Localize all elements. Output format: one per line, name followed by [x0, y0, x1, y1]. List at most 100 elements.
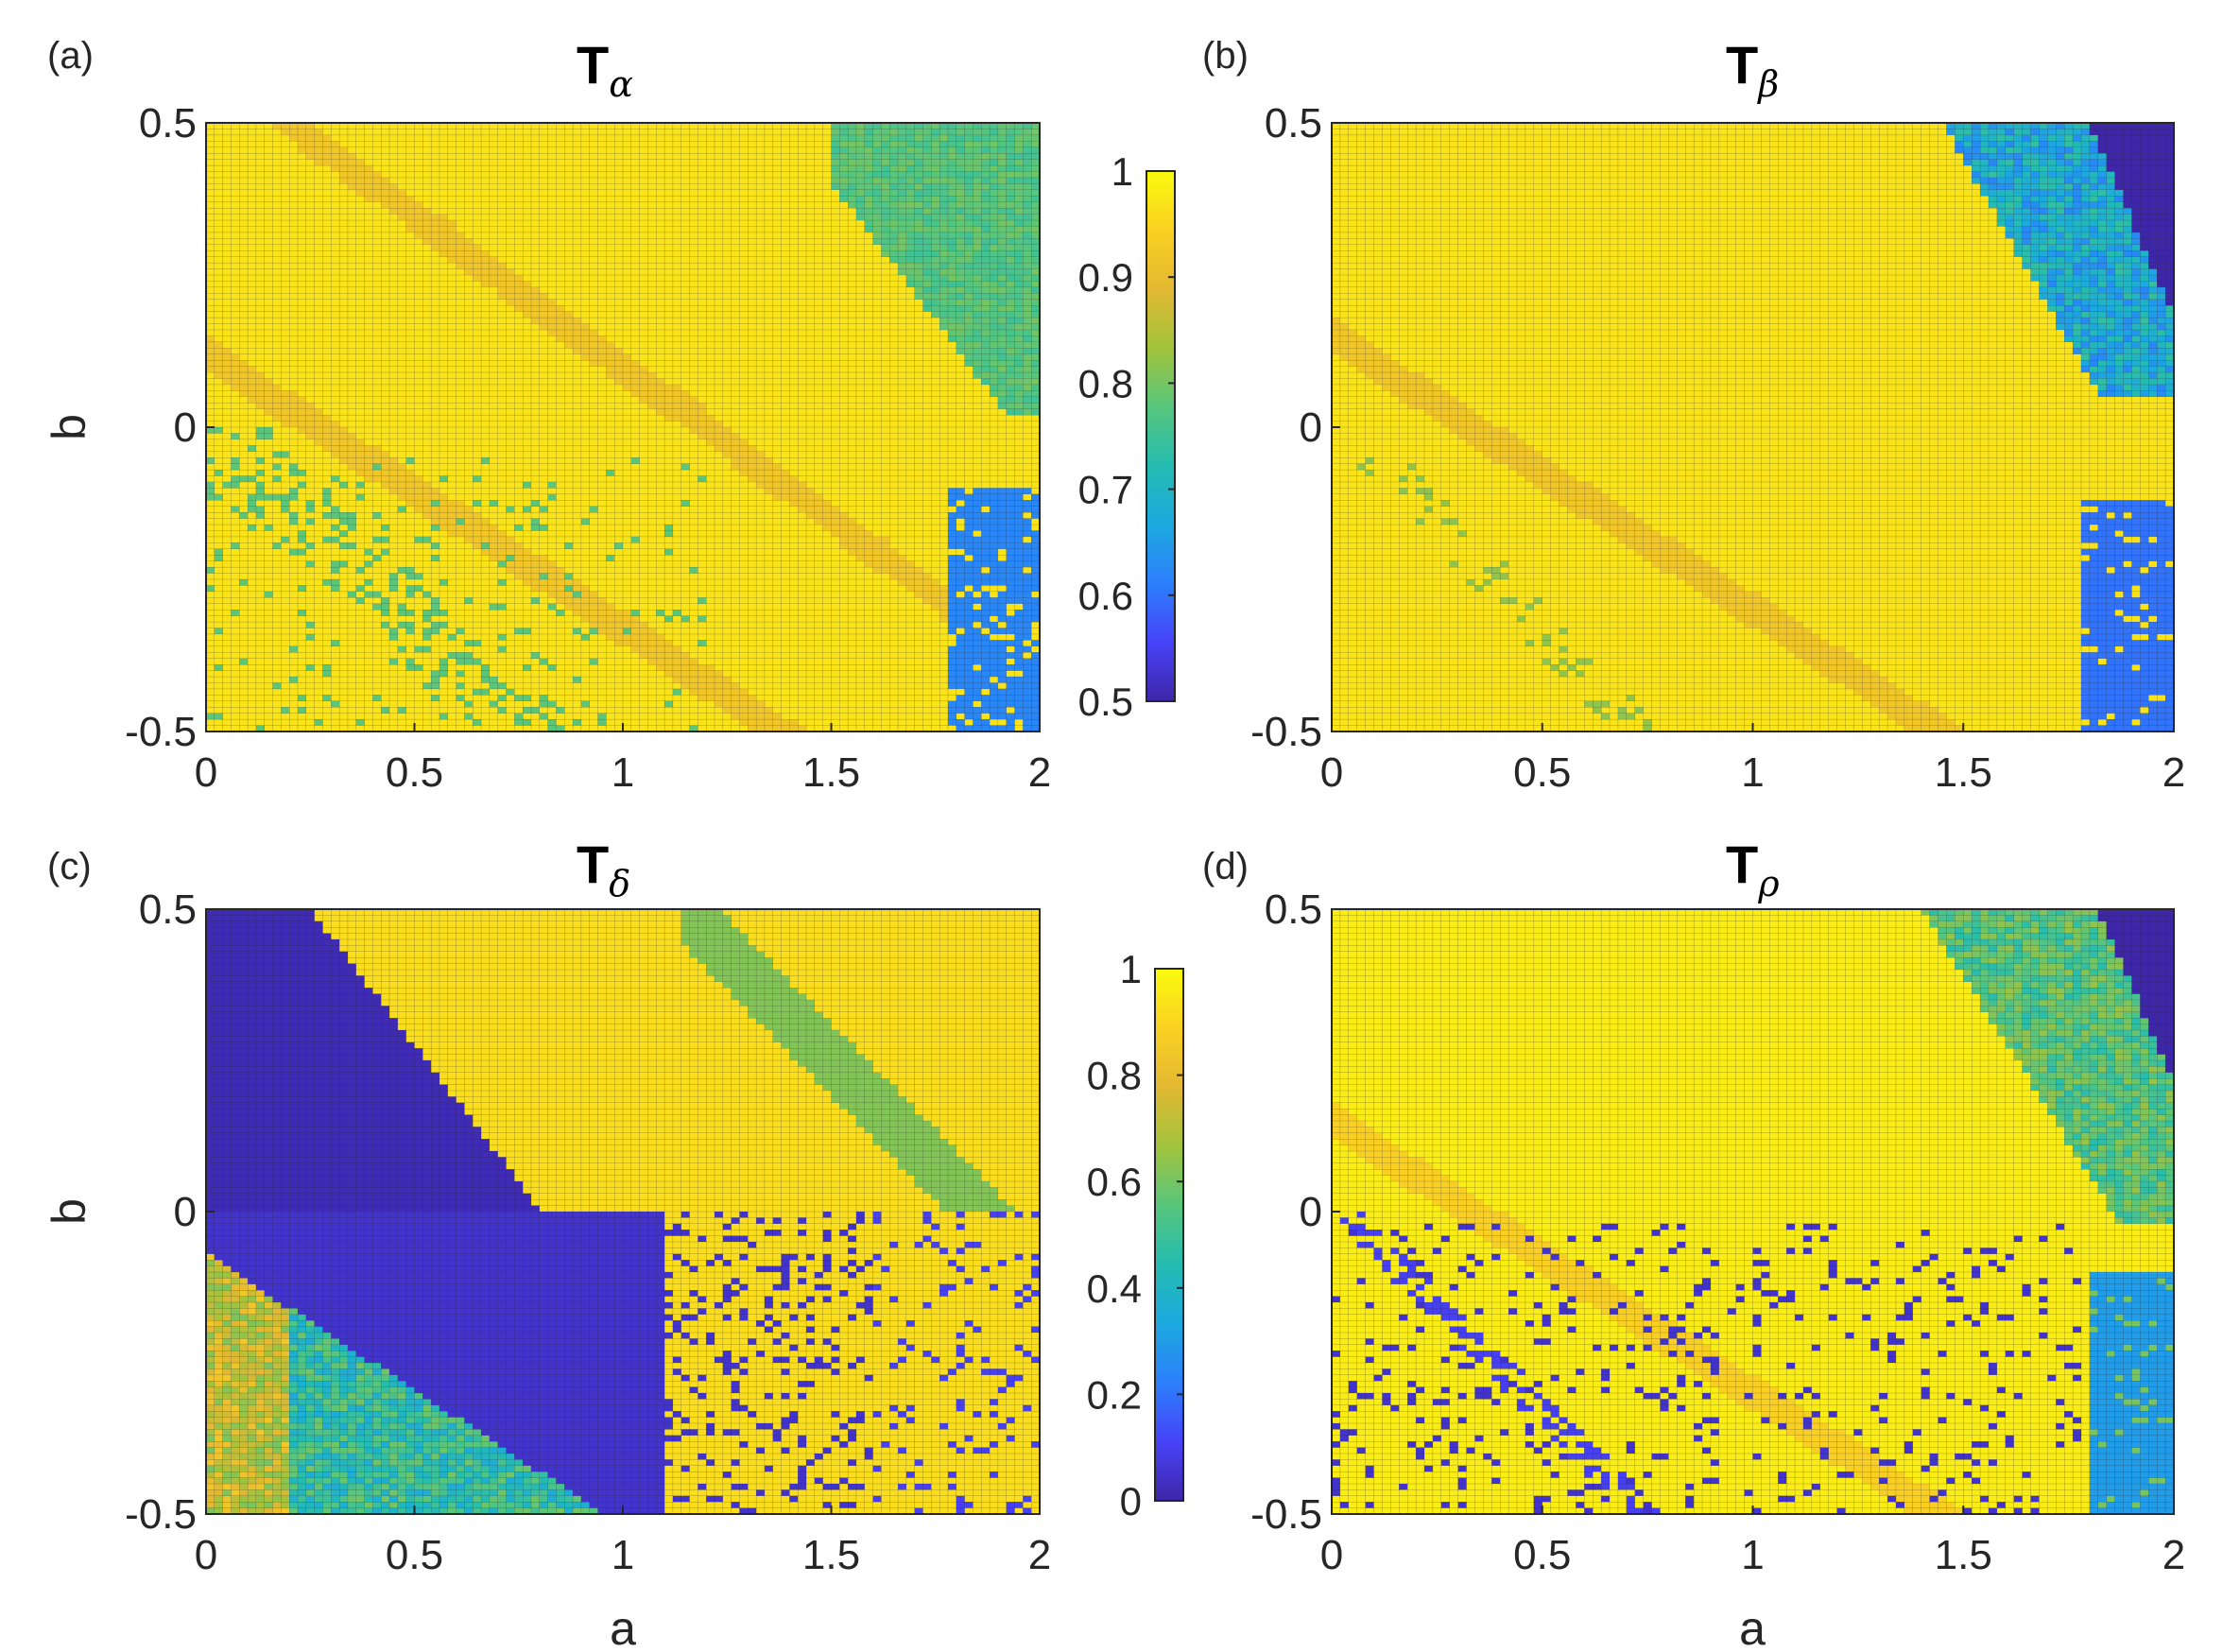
- heatmap-cell: [456, 196, 465, 203]
- heatmap-cell: [556, 439, 565, 446]
- heatmap-cell: [547, 183, 558, 191]
- heatmap-cell: [214, 286, 224, 294]
- heatmap-cell: [530, 682, 541, 690]
- heatmap-cell: [597, 414, 607, 422]
- heatmap-cell: [372, 286, 382, 294]
- heatmap-cell: [564, 506, 574, 513]
- heatmap-cell: [231, 214, 240, 221]
- heatmap-cell: [297, 348, 307, 355]
- heatmap-cell: [514, 542, 524, 550]
- heatmap-cell: [497, 439, 508, 446]
- heatmap-cell: [422, 591, 432, 598]
- heatmap-cell: [447, 585, 457, 593]
- heatmap-cell: [430, 433, 440, 440]
- heatmap-cell: [430, 676, 440, 684]
- heatmap-cell: [439, 189, 449, 197]
- heatmap-cell: [572, 299, 582, 306]
- heatmap-cell: [464, 201, 474, 209]
- heatmap-cell: [364, 628, 373, 635]
- heatmap-cell: [414, 700, 423, 708]
- heatmap-cell: [556, 524, 565, 532]
- heatmap-cell: [281, 707, 290, 714]
- heatmap-cell: [539, 317, 549, 325]
- heatmap-cell: [247, 469, 257, 477]
- heatmap-cell: [447, 463, 457, 471]
- heatmap-cell: [264, 718, 274, 727]
- heatmap-cell: [372, 463, 382, 471]
- heatmap-cell: [364, 164, 373, 173]
- heatmap-cell: [372, 481, 382, 489]
- heatmap-cell: [264, 506, 274, 513]
- heatmap-cell: [514, 207, 524, 215]
- heatmap-cell: [614, 645, 624, 653]
- heatmap-cell: [281, 475, 290, 483]
- heatmap-cell: [522, 384, 532, 391]
- heatmap-cell: [456, 688, 465, 696]
- heatmap-cell: [247, 323, 257, 331]
- heatmap-cell: [355, 196, 366, 203]
- heatmap-cell: [405, 536, 416, 543]
- heatmap-cell: [514, 591, 524, 598]
- heatmap-cell: [539, 153, 549, 161]
- heatmap-cell: [456, 695, 465, 702]
- heatmap-cell: [388, 560, 399, 568]
- heatmap-cell: [447, 226, 457, 233]
- heatmap-cell: [381, 305, 390, 313]
- heatmap-cell: [547, 713, 558, 720]
- heatmap-cell: [347, 159, 357, 166]
- heatmap-cell: [422, 506, 432, 513]
- heatmap-cell: [255, 146, 266, 154]
- heatmap-cell: [206, 250, 215, 258]
- heatmap-cell: [456, 469, 465, 477]
- heatmap-cell: [539, 286, 549, 294]
- heatmap-cell: [405, 268, 416, 276]
- heatmap-cell: [355, 451, 366, 458]
- heatmap-cell: [580, 244, 591, 251]
- heatmap-cell: [514, 329, 524, 336]
- heatmap-cell: [305, 713, 316, 720]
- heatmap-cell: [355, 171, 366, 179]
- heatmap-cell: [247, 244, 257, 251]
- heatmap-cell: [489, 445, 499, 453]
- heatmap-cell: [405, 658, 416, 665]
- heatmap-cell: [355, 262, 366, 270]
- heatmap-cell: [231, 129, 240, 136]
- heatmap-cell: [430, 408, 440, 416]
- heatmap-cell: [589, 293, 599, 301]
- heatmap-cell: [506, 378, 515, 386]
- heatmap-cell: [514, 628, 524, 635]
- heatmap-cell: [489, 390, 499, 398]
- heatmap-cell: [580, 189, 591, 197]
- heatmap-cell: [397, 475, 407, 483]
- heatmap-cell: [564, 359, 574, 368]
- heatmap-cell: [497, 123, 508, 130]
- heatmap-cell: [264, 238, 274, 246]
- heatmap-cell: [580, 299, 591, 306]
- heatmap-cell: [381, 676, 390, 684]
- heatmap-cell: [264, 433, 274, 440]
- heatmap-cell: [255, 336, 266, 343]
- heatmap-cell: [314, 134, 324, 142]
- heatmap-cell: [414, 262, 423, 270]
- heatmap-cell: [614, 146, 624, 154]
- heatmap-cell: [547, 426, 558, 435]
- heatmap-cell: [281, 597, 290, 605]
- heatmap-cell: [464, 371, 474, 380]
- heatmap-cell: [322, 183, 332, 191]
- heatmap-cell: [314, 286, 324, 294]
- heatmap-cell: [289, 524, 299, 532]
- heatmap-cell: [255, 164, 266, 173]
- heatmap-cell: [522, 511, 532, 520]
- heatmap-cell: [331, 542, 340, 550]
- heatmap-cell: [580, 317, 591, 325]
- heatmap-cell: [222, 305, 233, 313]
- heatmap-cell: [489, 506, 499, 513]
- heatmap-cell: [372, 353, 382, 361]
- heatmap-cell: [447, 378, 457, 386]
- heatmap-cell: [580, 433, 591, 440]
- heatmap-cell: [580, 536, 591, 543]
- heatmap-cell: [606, 129, 615, 136]
- heatmap-cell: [480, 348, 491, 355]
- heatmap-cell: [564, 542, 574, 550]
- heatmap-cell: [514, 353, 524, 361]
